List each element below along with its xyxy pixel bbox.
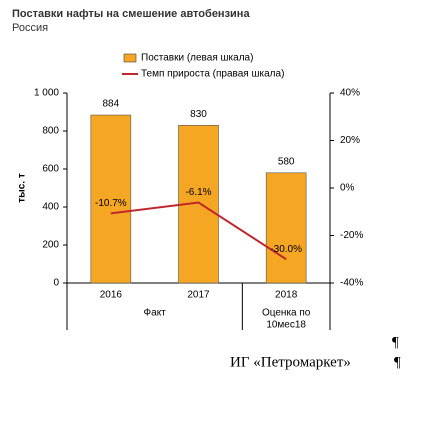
source: ИГ «Петромаркет» xyxy=(230,354,351,370)
chart-title: Поставки нафты на смешение автобензина xyxy=(12,8,250,20)
y2-tick-label: 40% xyxy=(340,88,360,99)
pilcrow: ¶ xyxy=(392,334,399,350)
y2-tick-label: -20% xyxy=(340,230,363,241)
y2-tick-label: -40% xyxy=(340,278,363,289)
y-axis-label: тыс. т xyxy=(17,173,28,203)
value-label: -10.7% xyxy=(95,198,127,209)
line xyxy=(110,201,287,261)
y-tick-label: 600 xyxy=(42,164,59,175)
value-label: 884 xyxy=(102,99,119,110)
value-label: -30.0% xyxy=(270,244,302,255)
value-label: 830 xyxy=(190,109,207,120)
x-tick-label: 2018 xyxy=(275,290,298,301)
x-tick-label: 2017 xyxy=(187,290,210,301)
y-tick-label: 0 xyxy=(53,278,59,289)
y-tick-label: 1 000 xyxy=(34,88,59,99)
y-tick-label: 200 xyxy=(42,240,59,251)
bar xyxy=(265,172,307,284)
group-label: 10мес18 xyxy=(266,320,306,331)
y2-tick-label: 0% xyxy=(340,183,355,194)
group-label: Оценка по xyxy=(262,308,311,319)
value-label: 580 xyxy=(278,156,295,167)
pilcrow: ¶ xyxy=(394,354,401,370)
legend-swatch xyxy=(123,53,137,63)
bar xyxy=(90,114,132,284)
y-tick-label: 800 xyxy=(42,126,59,137)
chart-subtitle: Россия xyxy=(12,22,48,34)
legend-label: Темп прироста (правая шкала) xyxy=(141,69,284,80)
legend-label: Поставки (левая шкала) xyxy=(141,53,253,64)
group-label: Факт xyxy=(144,308,167,319)
x-tick-label: 2016 xyxy=(100,290,123,301)
value-label: -6.1% xyxy=(185,187,211,198)
y-tick-label: 400 xyxy=(42,202,59,213)
y2-tick-label: 20% xyxy=(340,135,360,146)
